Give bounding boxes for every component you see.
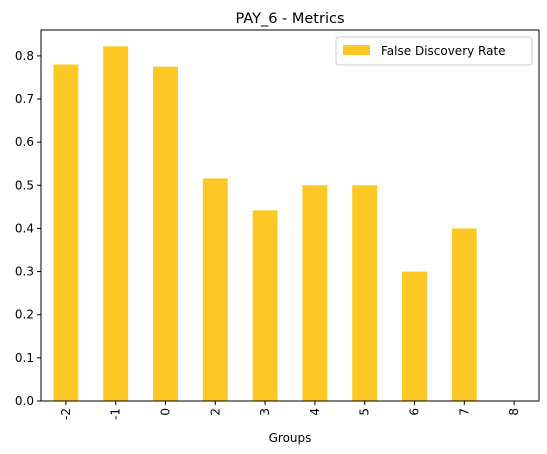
chart-title: PAY_6 - Metrics [235, 11, 344, 27]
y-tick-label: 0.7 [15, 92, 34, 106]
legend-swatch [343, 45, 370, 55]
bar-4 [302, 185, 328, 401]
y-tick-label: 0.5 [15, 178, 34, 192]
bar-0 [153, 66, 178, 402]
bar-3 [252, 210, 278, 401]
x-axis-label: Groups [269, 431, 312, 445]
x-tick-label: 7 [457, 408, 471, 416]
legend-box [335, 36, 533, 66]
y-tick-label: 0.0 [15, 394, 34, 408]
y-tick-label: 0.3 [15, 265, 34, 279]
y-tick-label: 0.2 [15, 308, 34, 322]
x-tick-label: 8 [507, 408, 521, 416]
x-tick-label: 4 [308, 408, 322, 416]
bar-6 [402, 271, 427, 401]
x-tick-label: 5 [358, 408, 372, 416]
bar-2 [202, 178, 228, 401]
legend: False Discovery Rate [335, 36, 533, 66]
plot-area-frame [40, 29, 540, 402]
bar-5 [352, 185, 378, 401]
x-tick-label: 6 [408, 408, 422, 416]
y-tick-label: 0.8 [15, 49, 34, 63]
x-axis-ticks: -2 -1 0 2 3 4 5 6 7 8 [59, 401, 521, 420]
bar--1 [103, 46, 129, 401]
y-tick-label: 0.6 [15, 135, 34, 149]
y-tick-label: 0.4 [15, 221, 34, 235]
x-tick-label: -1 [109, 408, 123, 420]
bar--2 [53, 64, 79, 401]
bars-group [53, 46, 477, 402]
bar-7 [451, 228, 477, 401]
x-tick-label: -2 [59, 408, 73, 420]
legend-label: False Discovery Rate [381, 44, 506, 58]
x-tick-label: 2 [208, 408, 222, 416]
x-tick-label: 3 [258, 408, 272, 416]
y-axis-ticks: 0.0 0.1 0.2 0.3 0.4 0.5 0.6 0.7 0.8 [15, 49, 41, 408]
y-tick-label: 0.1 [15, 351, 34, 365]
x-tick-label: 0 [159, 408, 173, 416]
